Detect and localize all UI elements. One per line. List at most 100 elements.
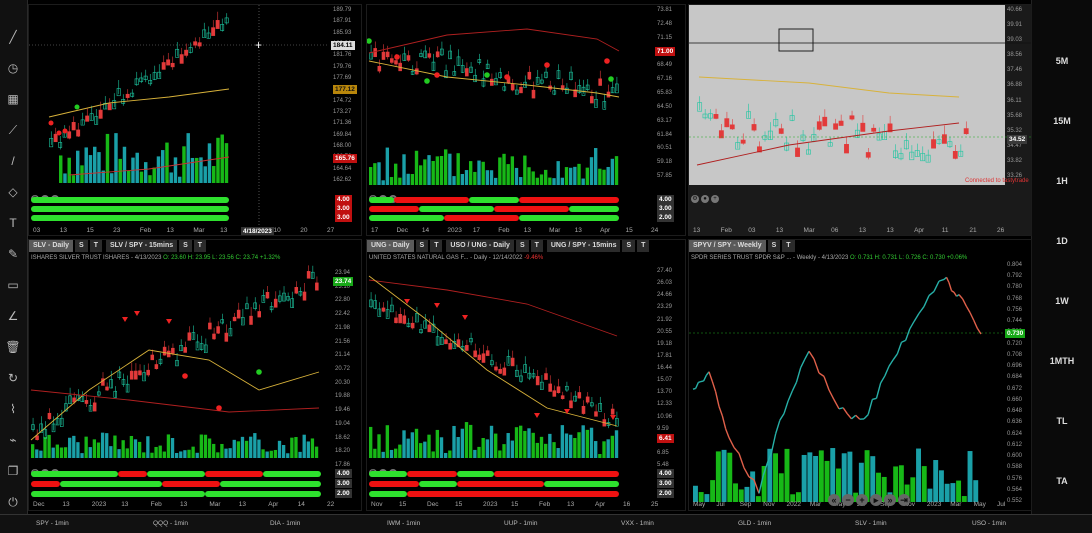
tab-s-button[interactable]: S — [768, 240, 781, 252]
timeframe-1h[interactable]: 1H — [1032, 176, 1092, 186]
y-tick-label: 60.51 — [657, 145, 672, 151]
ratio-line-segment — [897, 342, 901, 354]
timeframe-1w[interactable]: 1W — [1032, 296, 1092, 306]
symbol-tab[interactable]: USO - 1min — [966, 518, 1012, 529]
y-tick-label: 177.69 — [333, 75, 351, 81]
symbol-tab[interactable]: QQQ - 1min — [147, 518, 194, 529]
candle — [465, 69, 468, 77]
copy-icon[interactable]: ❐ — [4, 462, 22, 480]
timeframe-15m[interactable]: 15M — [1032, 116, 1092, 126]
symbol-tab[interactable]: VXX - 1min — [615, 518, 660, 529]
tab-t-button[interactable]: T — [194, 240, 206, 252]
indicator-controls[interactable]: ⚙●+ — [31, 187, 61, 196]
candle — [861, 123, 865, 131]
tab-ung-spy[interactable]: UNG / SPY - 15mins — [547, 240, 621, 252]
clock-icon[interactable]: ◷ — [4, 59, 22, 77]
refresh-icon[interactable]: ↻ — [4, 369, 22, 387]
indicator-controls[interactable]: ⚙●+ — [369, 187, 399, 196]
indicator-controls[interactable]: ⚙●+ — [691, 187, 721, 196]
power-icon[interactable]: ⏻ — [4, 493, 22, 511]
tab-uso-ung[interactable]: USO / UNG - Daily — [446, 240, 514, 252]
volume-bar — [249, 437, 252, 458]
indicator-controls[interactable]: ⚙●+ — [369, 461, 399, 470]
symbol-tab[interactable]: SPY - 1min — [30, 518, 75, 529]
scroll-left-icon[interactable]: « — [828, 494, 840, 506]
timeframe-5m[interactable]: 5M — [1032, 56, 1092, 66]
volume-bar — [93, 439, 96, 458]
symbol-tab[interactable]: SLV - 1min — [849, 518, 893, 529]
symbol-tab[interactable]: GLD - 1min — [732, 518, 777, 529]
volume-bar — [31, 444, 34, 458]
volume-bar — [315, 447, 318, 458]
signal-dot — [49, 121, 54, 126]
volume-bar — [615, 430, 618, 458]
x-tick-label: 21 — [969, 227, 976, 234]
timeframe-1d[interactable]: 1D — [1032, 236, 1092, 246]
tab-ung-daily[interactable]: UNG - Daily — [367, 240, 414, 252]
scroll-right-icon[interactable]: » — [884, 494, 896, 506]
timeframe-tl[interactable]: TL — [1032, 416, 1092, 426]
tab-t-button[interactable]: T — [430, 240, 442, 252]
zoom-out-icon[interactable]: − — [842, 494, 854, 506]
end-icon[interactable]: ⇥ — [898, 494, 910, 506]
indicator-controls[interactable]: ⚙●+ — [31, 461, 61, 470]
volume-bar — [402, 430, 405, 458]
tab-spyv-spy-weekly[interactable]: SPYV / SPY - Weekly — [689, 240, 766, 252]
volume-bar — [773, 453, 778, 502]
tab-t-button[interactable]: T — [90, 240, 102, 252]
line-chart-icon[interactable]: ⟋ — [4, 121, 22, 139]
scan-icon[interactable]: ⌁ — [4, 431, 22, 449]
shapes-icon[interactable]: ◇ — [4, 183, 22, 201]
timeframe-1mth[interactable]: 1MTH — [1032, 356, 1092, 366]
zoom-in-icon[interactable]: + — [856, 494, 868, 506]
tab-slv-daily[interactable]: SLV - Daily — [29, 240, 73, 252]
angle-icon[interactable]: ∠ — [4, 307, 22, 325]
chart-panel-2[interactable]: 73.8172.4871.1569.8268.4967.1665.8364.50… — [366, 4, 686, 236]
tab-s-button[interactable]: S — [416, 240, 429, 252]
tab-s-button[interactable]: S — [179, 240, 192, 252]
arrow-down-marker — [166, 319, 172, 324]
tab-slv-spy[interactable]: SLV / SPY - 15mins — [106, 240, 177, 252]
tab-t-button[interactable]: T — [531, 240, 543, 252]
tab-t-button[interactable]: T — [782, 240, 794, 252]
volume-bar — [72, 436, 75, 458]
timeframe-ta[interactable]: TA — [1032, 476, 1092, 486]
tab-t-button[interactable]: T — [637, 240, 649, 252]
trendline-icon[interactable]: ╱ — [4, 28, 22, 46]
chart-panel-1[interactable]: + 189.79187.91185.93183.86181.76179.7617… — [28, 4, 362, 236]
symbol-tab[interactable]: UUP - 1min — [498, 518, 543, 529]
calendar-icon[interactable]: ▦ — [4, 90, 22, 108]
indicator-icon[interactable]: ⌇ — [4, 400, 22, 418]
signal-strip-3 — [31, 215, 229, 221]
draw-line-icon[interactable]: / — [4, 152, 22, 170]
volume-bar — [611, 159, 614, 185]
pencil-icon[interactable]: ✎ — [4, 245, 22, 263]
volume-bar — [436, 430, 439, 458]
volume-bar — [494, 178, 497, 185]
ratio-line-segment — [739, 453, 744, 467]
reset-icon[interactable]: ▸ — [870, 494, 882, 506]
price-tag: 6.41 — [657, 434, 674, 443]
add-icon[interactable]: + — [711, 195, 719, 203]
eye-icon[interactable]: ● — [701, 195, 709, 203]
quote-change: +1.32% — [260, 255, 281, 261]
ruler-icon[interactable]: ▭ — [4, 276, 22, 294]
ratio-line-segment — [729, 438, 734, 448]
volume-bar — [569, 435, 572, 458]
text-icon[interactable]: T — [4, 214, 22, 232]
tab-s-button[interactable]: S — [622, 240, 635, 252]
price-tag: 0.730 — [1005, 329, 1025, 338]
tab-s-button[interactable]: S — [75, 240, 88, 252]
symbol-tab[interactable]: DIA - 1min — [264, 518, 306, 529]
ratio-line-segment — [864, 415, 868, 419]
settings-icon[interactable]: ⚙ — [691, 195, 699, 203]
symbol-tab[interactable]: IWM - 1min — [381, 518, 426, 529]
tab-s-button[interactable]: S — [516, 240, 529, 252]
y-tick-label: 0.648 — [1007, 408, 1022, 414]
candle — [586, 397, 589, 402]
trash-icon[interactable]: 🗑 — [4, 338, 22, 356]
